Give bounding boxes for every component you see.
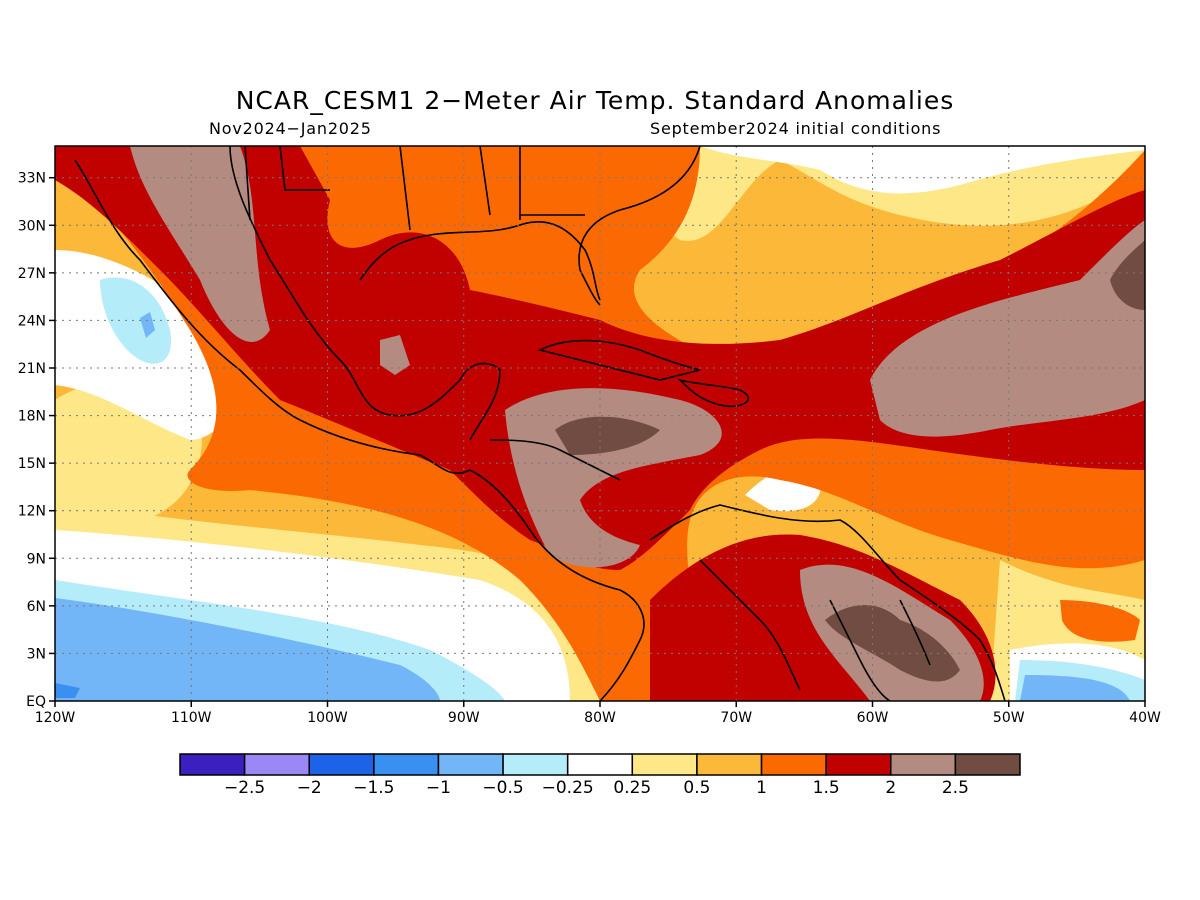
colorbar-swatch bbox=[373, 753, 440, 776]
colorbar-swatch bbox=[308, 753, 375, 776]
y-tick-label: 33N bbox=[18, 171, 46, 187]
x-tick-label: 60W bbox=[857, 710, 889, 726]
cuba-outline bbox=[537, 339, 701, 381]
colorbar-label: −1.5 bbox=[353, 778, 394, 798]
y-tick-label: 6N bbox=[27, 599, 46, 615]
y-tick-label: 9N bbox=[27, 551, 46, 567]
colorbar-swatch bbox=[502, 753, 569, 776]
y-tick-label: 18N bbox=[18, 409, 46, 425]
anomaly-shading-neg-0.5 bbox=[55, 598, 440, 701]
y-tick-label: 15N bbox=[18, 456, 46, 472]
colorbar-swatch bbox=[760, 753, 827, 776]
central-america-north-coast bbox=[489, 439, 621, 481]
coastlines bbox=[74, 146, 1006, 701]
colorbar-swatch bbox=[825, 753, 892, 776]
graticule bbox=[55, 146, 1145, 701]
y-tick-label: 21N bbox=[18, 361, 46, 377]
colorbar-label: 1 bbox=[756, 778, 767, 798]
x-tick-label: 100W bbox=[307, 710, 348, 726]
initial-conditions: September2024 initial conditions bbox=[650, 119, 942, 138]
colorbar-label: 1.5 bbox=[813, 778, 840, 798]
anomaly-shading-neg-0.5 bbox=[1020, 675, 1130, 701]
y-tick-label: 3N bbox=[27, 646, 46, 662]
colorbar: −2.5 −2 −1.5 −1 −0.5 −0.25 0.25 0.5 1 1.5 2 2.5 bbox=[179, 753, 1021, 798]
hispaniola-outline bbox=[677, 378, 749, 408]
y-tick-label: 24N bbox=[18, 313, 46, 329]
gulf-coast-us bbox=[359, 221, 601, 301]
colorbar-swatch bbox=[631, 753, 698, 776]
anomaly-field bbox=[55, 146, 1145, 701]
x-tick-label: 40W bbox=[1129, 710, 1161, 726]
anomaly-shading-1-1.5 bbox=[1060, 600, 1140, 642]
anomaly-shading-2-2.5 bbox=[130, 146, 270, 342]
x-tick-label: 80W bbox=[584, 710, 616, 726]
colorbar-label: −0.5 bbox=[482, 778, 523, 798]
forecast-period: Nov2024−Jan2025 bbox=[209, 119, 372, 138]
colorbar-label: −1 bbox=[426, 778, 451, 798]
anomaly-shading-gt-2.5 bbox=[1110, 240, 1145, 310]
colorbar-label: −2 bbox=[297, 778, 322, 798]
colorbar-swatch bbox=[566, 753, 634, 776]
x-tick-label: 50W bbox=[993, 710, 1025, 726]
colorbar-label: −2.5 bbox=[224, 778, 265, 798]
anomaly-shading-gt-2.5 bbox=[555, 416, 660, 455]
y-tick-label: EQ bbox=[26, 694, 46, 710]
colorbar-swatch bbox=[179, 753, 246, 776]
y-tick-label: 12N bbox=[18, 504, 46, 520]
x-tick-label: 120W bbox=[35, 710, 76, 726]
colorbar-label: 2 bbox=[885, 778, 896, 798]
anomaly-shading-neg-0.25 bbox=[100, 277, 171, 364]
y-axis: EQ 3N 6N 9N 12N 15N 18N 21N 24N 27N 30N 33N bbox=[18, 171, 55, 710]
y-tick-label: 30N bbox=[18, 218, 46, 234]
map-title: NCAR_CESM1 2−Meter Air Temp. Standard An… bbox=[235, 86, 955, 115]
guiana-border bbox=[829, 599, 891, 701]
colorbar-label: 0.25 bbox=[613, 778, 651, 798]
x-tick-label: 70W bbox=[720, 710, 752, 726]
anomaly-shading-2-2.5 bbox=[380, 335, 410, 375]
south-america-north-coast bbox=[649, 504, 1006, 701]
anomaly-shading-neg-1 bbox=[55, 683, 80, 698]
colorbar-label: 2.5 bbox=[942, 778, 969, 798]
colorbar-swatch bbox=[243, 753, 310, 776]
anomaly-shading-2-2.5 bbox=[870, 220, 1145, 437]
anomaly-shading-near-zero bbox=[700, 146, 1145, 194]
colorbar-swatch bbox=[437, 753, 504, 776]
us-mexico-borders bbox=[244, 146, 585, 231]
x-axis: 120W 110W 100W 90W 80W 70W 60W 50W 40W bbox=[35, 701, 1161, 726]
anomaly-shading-gt-2.5 bbox=[825, 605, 960, 682]
pacific-coast-line bbox=[74, 159, 645, 701]
gulf-mexico-coast bbox=[229, 146, 501, 441]
colorbar-swatch bbox=[696, 753, 763, 776]
colorbar-swatch bbox=[890, 753, 957, 776]
venezuela-colombia-border bbox=[699, 559, 801, 691]
anomaly-shading-neg-0.5 bbox=[140, 312, 155, 338]
x-tick-label: 90W bbox=[448, 710, 480, 726]
colorbar-label: −0.25 bbox=[542, 778, 594, 798]
y-tick-label: 27N bbox=[18, 266, 46, 282]
colorbar-label: 0.5 bbox=[683, 778, 710, 798]
colorbar-swatch bbox=[954, 753, 1021, 776]
x-tick-label: 110W bbox=[171, 710, 212, 726]
us-atlantic-coast bbox=[578, 146, 701, 306]
